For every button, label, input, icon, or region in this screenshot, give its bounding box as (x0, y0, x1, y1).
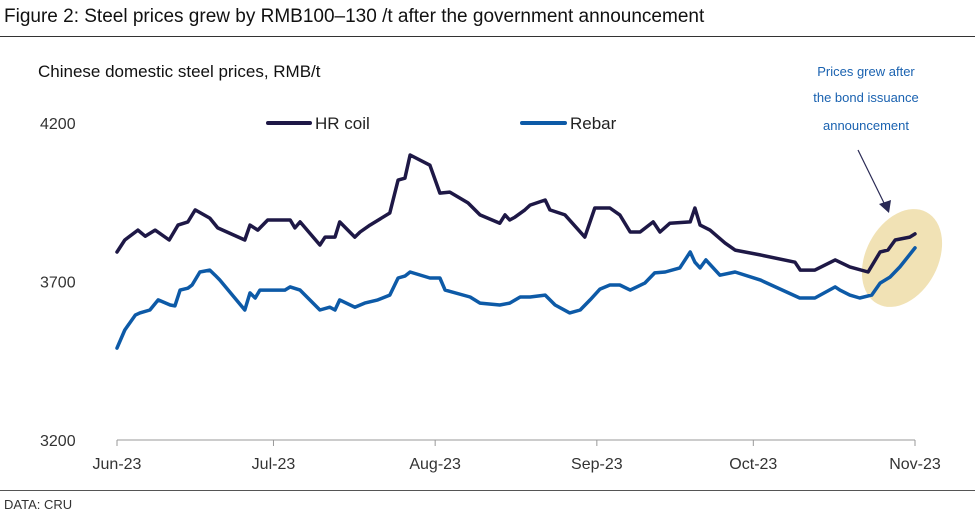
legend-label-hr-coil: HR coil (315, 114, 370, 133)
source-divider (0, 490, 975, 491)
highlight-ellipse (861, 209, 943, 307)
annotation-arrow (857, 149, 886, 206)
annotation-line-3: announcement (823, 118, 909, 133)
annotation: Prices grew after the bond issuance anno… (813, 64, 919, 213)
legend: HR coil Rebar (266, 114, 617, 133)
y-tick-label: 3200 (40, 433, 76, 450)
figure-title: Figure 2: Steel prices grew by RMB100–13… (4, 6, 705, 27)
series-line-rebar (115, 246, 917, 350)
data-source: DATA: CRU (4, 497, 73, 512)
arrow-head-icon (879, 200, 891, 213)
legend-label-rebar: Rebar (570, 114, 617, 133)
title-divider (0, 36, 975, 37)
x-tick-label: Oct-23 (729, 456, 777, 473)
x-tick-label: Nov-23 (889, 456, 941, 473)
x-tick-label: Aug-23 (409, 456, 461, 473)
x-axis: Jun-23 Jul-23 Aug-23 Sep-23 Oct-23 Nov-23 (93, 439, 941, 473)
series-layer (115, 153, 917, 350)
y-tick-label: 4200 (40, 116, 76, 133)
annotation-line-1: Prices grew after (817, 64, 915, 79)
y-tick-label: 3700 (40, 275, 76, 292)
x-tick-label: Sep-23 (571, 456, 623, 473)
annotation-line-2: the bond issuance (813, 90, 919, 105)
x-tick-label: Jul-23 (252, 456, 296, 473)
x-tick-label: Jun-23 (93, 456, 142, 473)
y-axis: 3200 3700 4200 (40, 116, 76, 450)
y-axis-label: Chinese domestic steel prices, RMB/t (38, 62, 321, 81)
series-line-hr-coil (115, 153, 917, 274)
